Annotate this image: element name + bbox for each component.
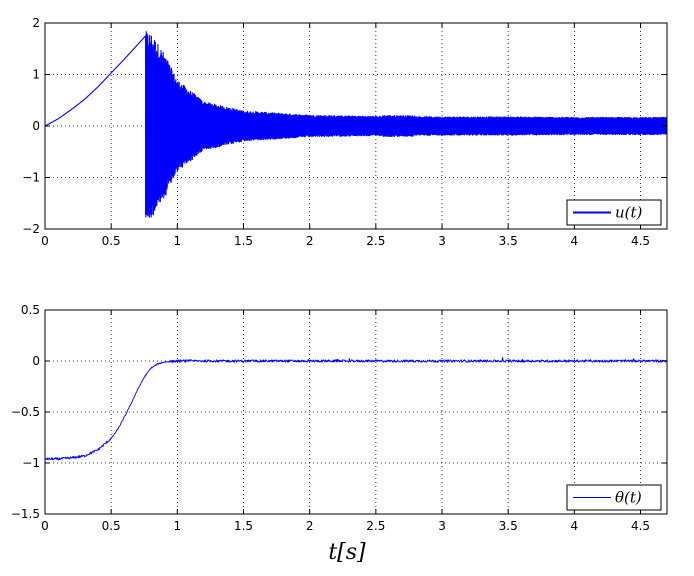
y-tick-label: 0: [32, 119, 40, 133]
y-tick-label: 1: [32, 68, 40, 82]
x-tick-label: 0.5: [102, 519, 121, 533]
y-tick-label: −0.5: [11, 405, 40, 419]
x-tick-label: 3: [438, 234, 446, 248]
y-tick-label: −2: [22, 222, 40, 236]
x-tick-label: 3.5: [499, 234, 518, 248]
x-tick-label: 3.5: [499, 519, 518, 533]
x-tick-label: 3: [438, 519, 446, 533]
y-tick-label: 2: [32, 16, 40, 30]
subplot-2: 0 0.5 1 1.5 2 2.5 3 3.5 4 4.5 −1.5 −1 −0.5 0 0.5 θ(t) t[…: [11, 303, 668, 565]
y-tick-label: −1: [22, 456, 40, 470]
legend: θ(t): [566, 484, 662, 511]
y-tick-label: −1: [22, 171, 40, 185]
series-line: [44, 357, 668, 461]
x-tick-label: 4.5: [631, 234, 650, 248]
subplot-1: 0 0.5 1 1.5 2 2.5 3 3.5 4 4.5 −2 −1 0 1 2 u(t): [22, 16, 668, 248]
x-tick-label: 2: [306, 519, 314, 533]
x-tick-label: 1.5: [234, 519, 253, 533]
x-tick-label: 0.5: [102, 234, 121, 248]
plot-area: [45, 310, 667, 514]
legend-label: θ(t): [615, 489, 642, 507]
x-tick-label: 4: [571, 234, 579, 248]
y-tick-label: 0: [32, 354, 40, 368]
y-tick-label: 0.5: [21, 303, 40, 317]
x-tick-label: 2.5: [366, 234, 385, 248]
legend: u(t): [566, 199, 662, 226]
x-axis-label: t[s]: [328, 540, 366, 565]
x-tick-label: 2: [306, 234, 314, 248]
series-line: [44, 31, 668, 218]
x-tick-label: 1: [174, 234, 182, 248]
x-tick-label: 4.5: [631, 519, 650, 533]
y-tick-label: −1.5: [11, 507, 40, 521]
x-tick-label: 1: [174, 519, 182, 533]
x-tick-label: 0: [41, 519, 49, 533]
x-tick-label: 1.5: [234, 234, 253, 248]
legend-label: u(t): [615, 204, 643, 222]
x-tick-label: 0: [41, 234, 49, 248]
x-tick-label: 2.5: [366, 519, 385, 533]
x-tick-label: 4: [571, 519, 579, 533]
